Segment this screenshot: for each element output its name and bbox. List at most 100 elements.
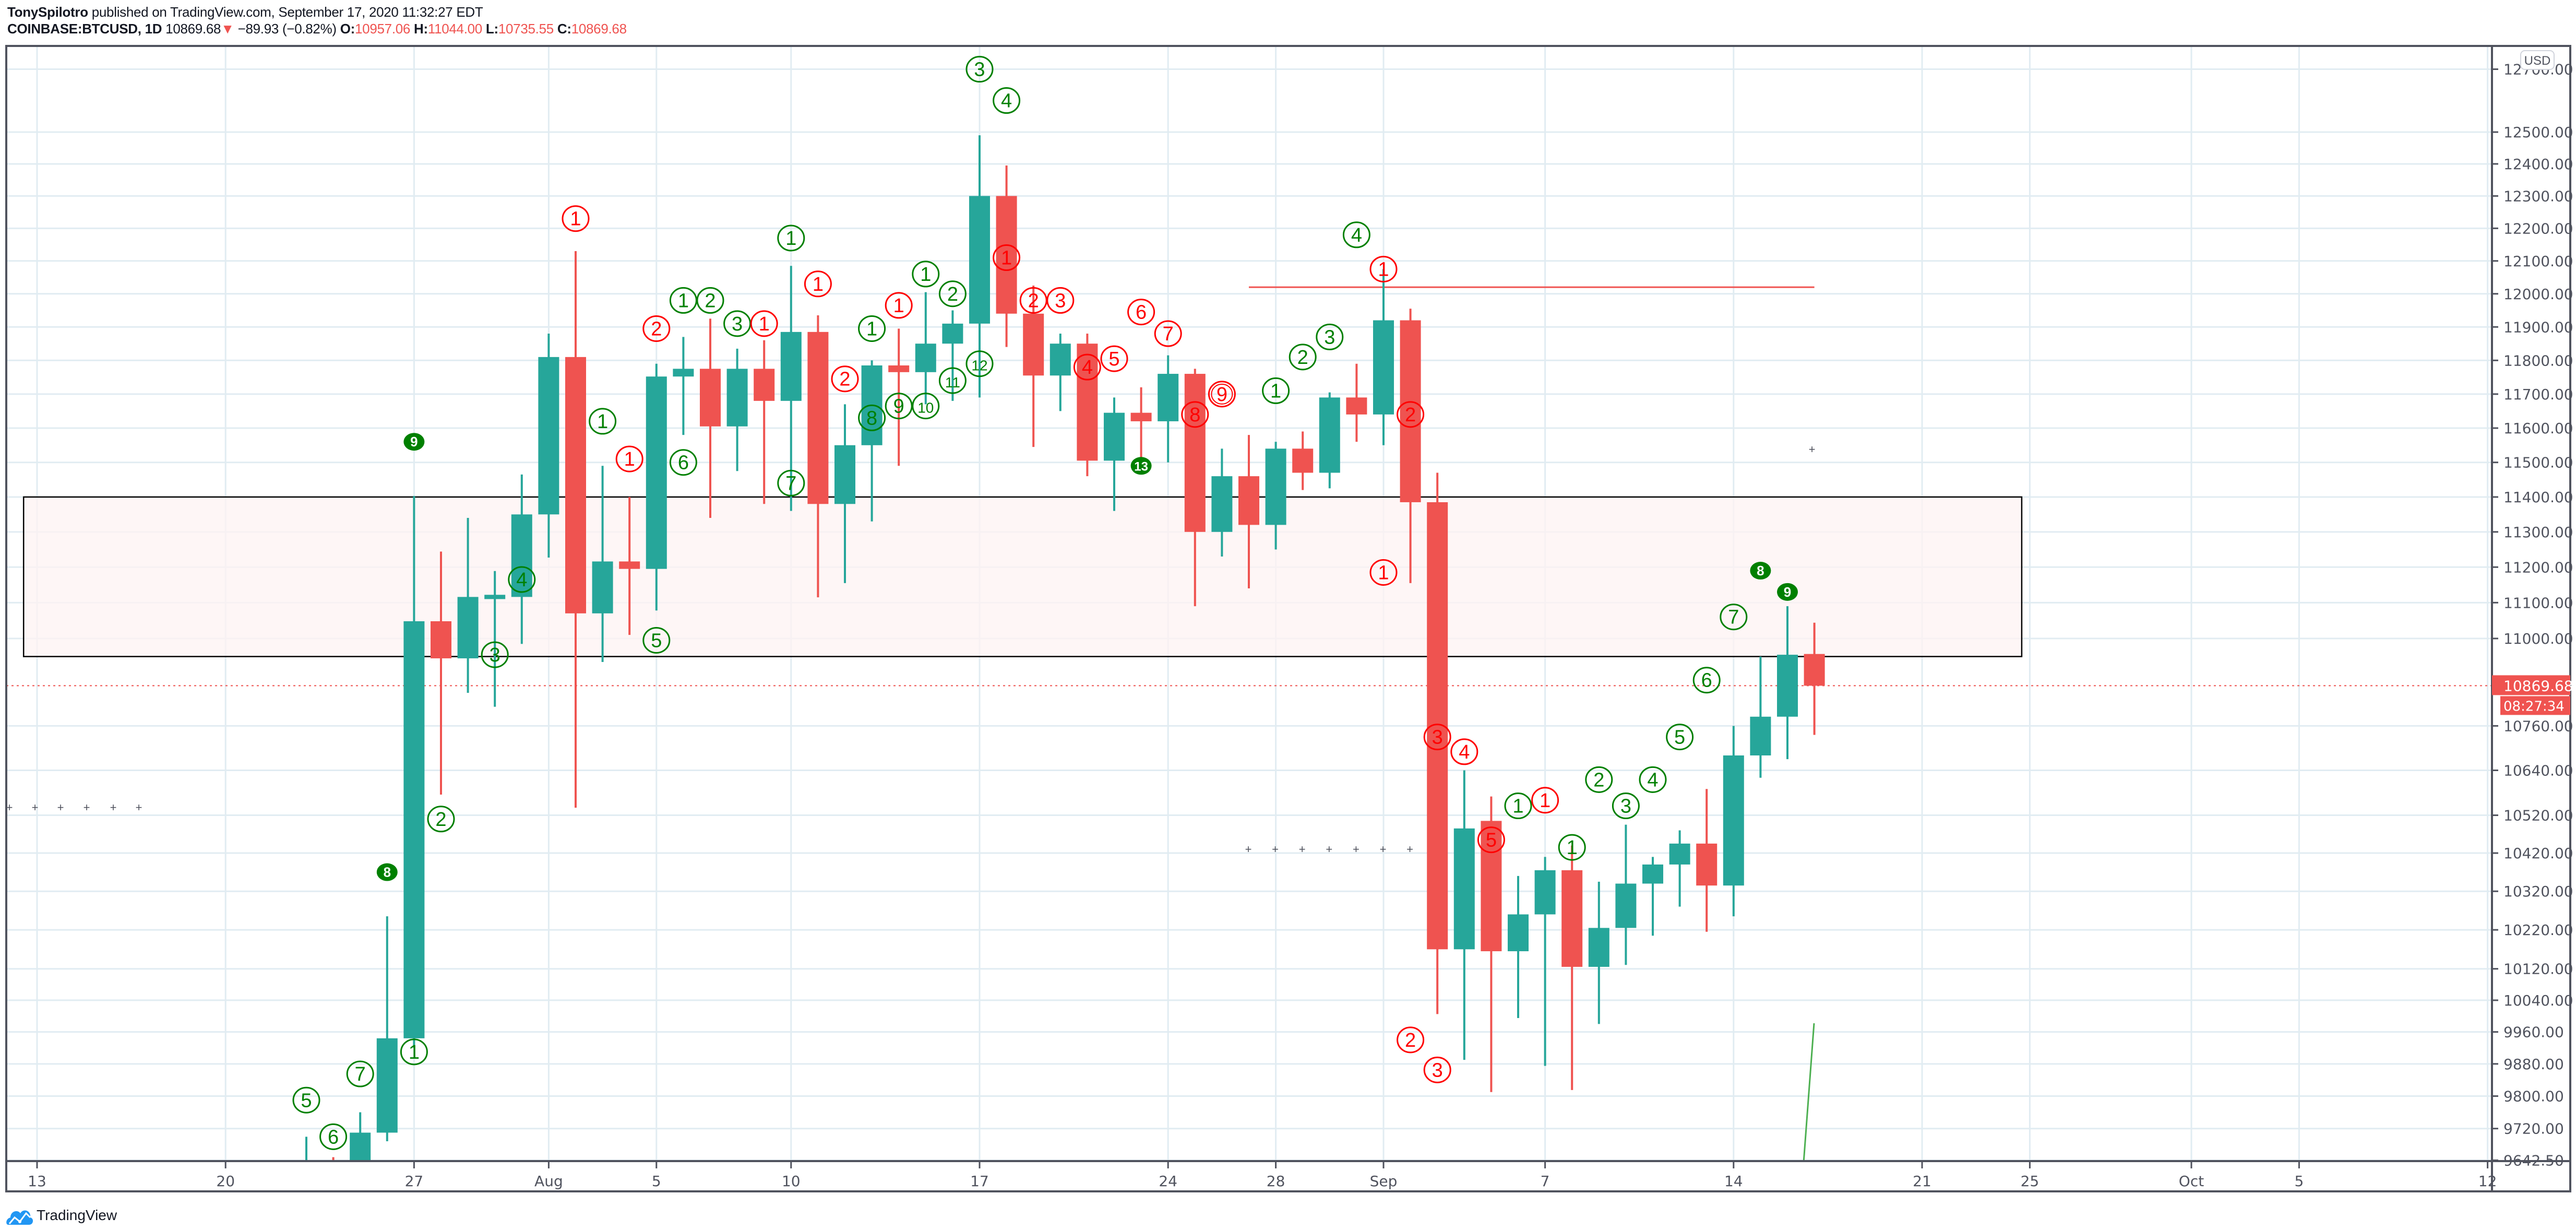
candle[interactable] — [1534, 857, 1556, 1066]
candle[interactable] — [1723, 726, 1744, 917]
candles — [269, 135, 1825, 1219]
candle[interactable] — [1211, 448, 1233, 557]
candle[interactable] — [1777, 606, 1798, 760]
candle[interactable] — [807, 315, 829, 598]
count-marker: 1 — [1504, 793, 1532, 820]
count-marker: 7 — [346, 1060, 374, 1087]
symbol-legend: COINBASE:BTCUSD, 1D 10869.68▼ −89.93 (−0… — [7, 21, 627, 37]
candle[interactable] — [1238, 435, 1259, 589]
candle[interactable] — [646, 363, 667, 611]
price-tick-label: 10420.00 — [2503, 845, 2573, 862]
candle[interactable] — [1292, 431, 1314, 490]
price-tick-label: 11300.00 — [2503, 524, 2573, 541]
count-marker: 6 — [669, 449, 697, 476]
svg-text:6: 6 — [678, 452, 689, 474]
candle[interactable] — [996, 165, 1017, 347]
candle[interactable] — [376, 916, 398, 1141]
count-marker: 4 — [1450, 738, 1478, 765]
candle[interactable] — [269, 1178, 290, 1219]
svg-text:8: 8 — [866, 407, 877, 429]
candle[interactable] — [538, 334, 559, 558]
currency-badge[interactable]: USD — [2520, 50, 2555, 70]
candle[interactable] — [754, 340, 775, 504]
candle[interactable] — [1265, 442, 1286, 550]
candle[interactable] — [296, 1137, 317, 1211]
candle[interactable] — [592, 466, 613, 662]
candle[interactable] — [942, 310, 963, 401]
filled-count-marker: 13 — [1130, 457, 1152, 475]
candle[interactable] — [915, 292, 936, 405]
candle[interactable] — [1184, 369, 1206, 607]
zone-box[interactable] — [22, 496, 2023, 657]
svg-text:4: 4 — [1001, 90, 1012, 112]
svg-text:9: 9 — [1784, 584, 1791, 600]
candle[interactable] — [323, 1157, 344, 1211]
svg-text:+: + — [1299, 843, 1306, 856]
candle[interactable] — [1400, 309, 1421, 583]
candle[interactable] — [457, 518, 479, 693]
candle[interactable] — [1050, 334, 1071, 411]
candle[interactable] — [1158, 355, 1179, 463]
svg-text:5: 5 — [651, 630, 662, 652]
time-axis[interactable]: 13 20 27 Aug 5 10 17 24 28 Sep 7 14 21 25 Oct 5 12 — [28, 1161, 2497, 1190]
candle[interactable] — [1508, 876, 1529, 1019]
price-tick-label: 12400.00 — [2503, 156, 2573, 173]
candle[interactable] — [350, 1112, 371, 1211]
chart-frame — [5, 45, 2571, 1192]
candle[interactable] — [1669, 830, 1690, 907]
candle[interactable] — [888, 328, 910, 466]
candle[interactable] — [1481, 796, 1502, 1092]
candle[interactable] — [1130, 387, 1152, 469]
author-name[interactable]: TonySpilotro — [7, 4, 88, 20]
price-tick-label: 11900.00 — [2503, 318, 2573, 336]
candle[interactable] — [969, 135, 990, 398]
candle[interactable] — [619, 496, 640, 635]
candle[interactable] — [1453, 770, 1475, 1060]
candle[interactable] — [511, 474, 532, 644]
candle[interactable] — [431, 551, 451, 795]
candle[interactable] — [861, 360, 882, 522]
count-marker: 10 — [912, 393, 940, 420]
svg-text:1: 1 — [893, 295, 904, 317]
candle[interactable] — [565, 251, 586, 808]
count-marker: 2 — [1397, 1026, 1425, 1054]
price-tick-label: 11100.00 — [2503, 594, 2573, 611]
svg-text:+: + — [1380, 843, 1387, 856]
candle[interactable] — [1346, 363, 1367, 442]
candle[interactable] — [403, 495, 425, 1048]
price-tick-label: 11700.00 — [2503, 386, 2573, 403]
candle[interactable] — [1561, 845, 1583, 1090]
svg-text:3: 3 — [490, 644, 500, 666]
close-value: 10869.68 — [571, 21, 627, 37]
candle[interactable] — [1750, 656, 1771, 778]
candle[interactable] — [1077, 334, 1098, 477]
candle[interactable] — [1373, 269, 1394, 445]
candle[interactable] — [834, 404, 855, 583]
svg-text:+: + — [84, 801, 90, 814]
candle[interactable] — [1615, 824, 1637, 965]
candle[interactable] — [1804, 622, 1825, 735]
tradingview-footer[interactable]: TradingView — [6, 1204, 117, 1227]
candle[interactable] — [726, 348, 748, 471]
time-tick-label: 24 — [1159, 1173, 1177, 1190]
candle[interactable] — [1642, 857, 1663, 936]
low-value: 10735.55 — [498, 21, 554, 37]
price-axis[interactable]: 12700.0012500.0012400.0012300.0012200.00… — [2492, 50, 2573, 1169]
svg-text:3: 3 — [732, 313, 743, 335]
candle[interactable] — [1696, 789, 1718, 932]
candle[interactable] — [1588, 881, 1609, 1024]
svg-text:USD: USD — [2524, 54, 2551, 68]
candle[interactable] — [1319, 392, 1340, 489]
candle[interactable] — [1104, 397, 1125, 511]
count-marker: 1 — [804, 270, 832, 298]
candle[interactable] — [484, 571, 506, 707]
svg-text:5: 5 — [1108, 348, 1119, 370]
price-tick-label: 9720.00 — [2503, 1120, 2564, 1138]
candle[interactable] — [700, 318, 721, 518]
count-marker: 2 — [696, 287, 724, 314]
candle[interactable] — [673, 337, 694, 435]
count-marker: 2 — [642, 315, 671, 342]
symbol-label: COINBASE:BTCUSD, 1D — [7, 21, 162, 37]
